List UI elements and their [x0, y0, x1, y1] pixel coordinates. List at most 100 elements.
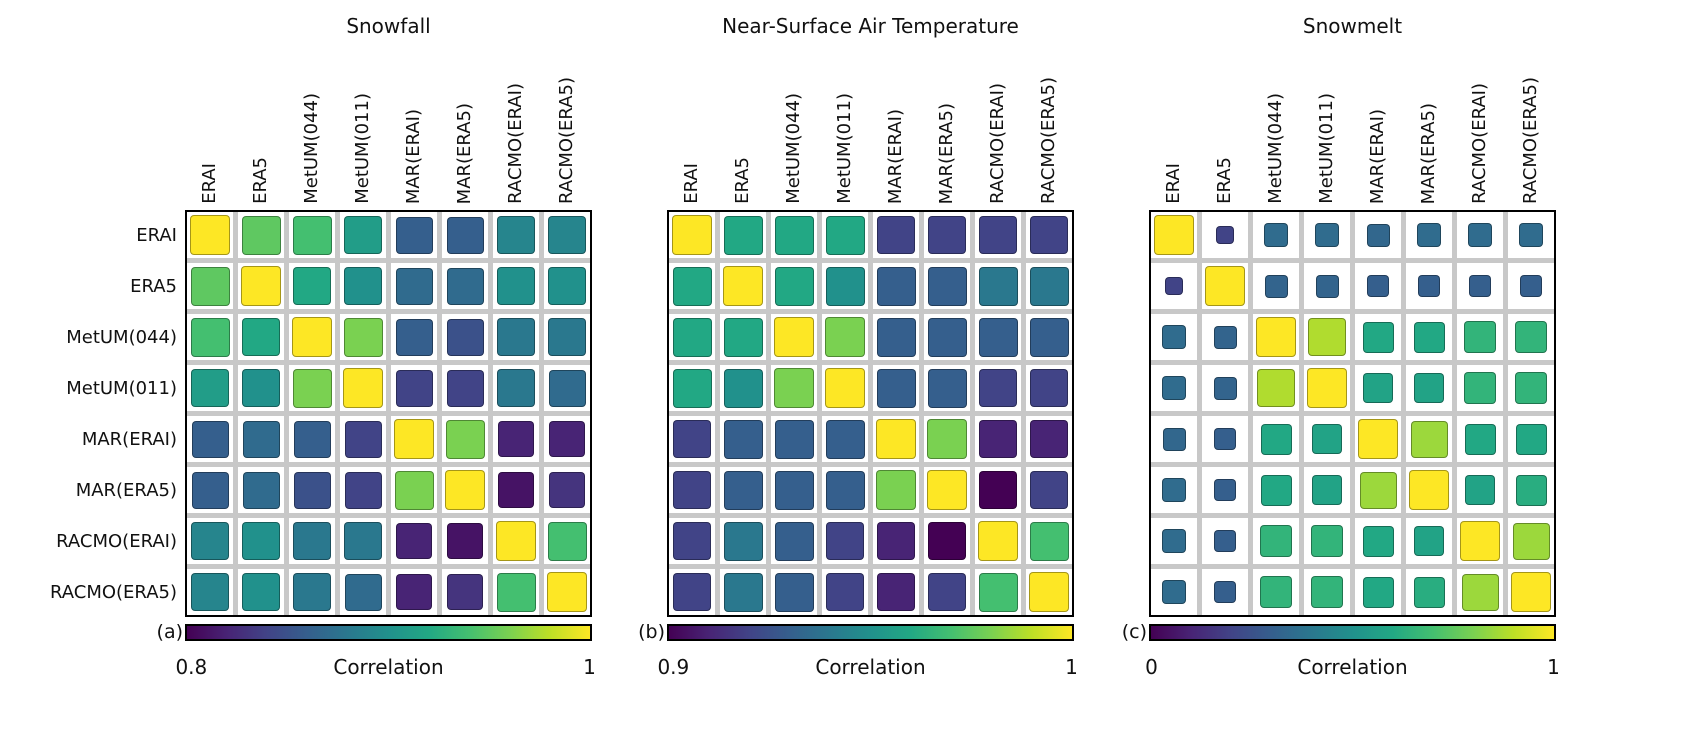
correlation-square	[825, 266, 865, 306]
matrix-cell	[720, 518, 766, 564]
matrix-cell	[720, 263, 766, 309]
matrix-cell	[1355, 212, 1401, 258]
correlation-square	[548, 216, 586, 254]
colorbar-row: (c)	[1122, 617, 1556, 647]
correlation-square	[774, 317, 814, 357]
matrix-cell	[544, 365, 590, 411]
correlation-matrices-figure: Snowfall ERAI ERA5 MetUM(044) MetUM(011) MAR…	[50, 14, 1560, 693]
correlation-square	[1260, 576, 1292, 608]
correlation-square	[1417, 223, 1441, 247]
matrix-cell	[720, 314, 766, 360]
matrix-cell	[391, 314, 437, 360]
matrix-cell	[391, 365, 437, 411]
matrix-cell	[1253, 365, 1299, 411]
matrix-cell	[238, 365, 284, 411]
correlation-square	[1162, 580, 1186, 604]
matrix-cell	[1508, 416, 1554, 462]
matrix-cell	[1355, 467, 1401, 513]
correlation-square	[242, 522, 280, 560]
matrix-cell	[771, 569, 817, 615]
correlation-square	[1512, 522, 1550, 560]
matrix-cell	[544, 518, 590, 564]
matrix-cell	[873, 569, 919, 615]
correlation-square	[1214, 530, 1236, 552]
matrix-cell	[493, 314, 539, 360]
correlation-square	[1520, 275, 1542, 297]
matrix-cell	[1406, 263, 1452, 309]
correlation-square	[876, 419, 916, 459]
correlation-square	[1029, 317, 1069, 357]
column-label-text: ERA5	[249, 157, 271, 204]
matrix-cell	[187, 212, 233, 258]
matrix-cell	[1304, 365, 1350, 411]
correlation-square	[1311, 525, 1343, 557]
correlation-square	[1214, 428, 1236, 450]
matrix-cell	[1304, 263, 1350, 309]
correlation-square	[1256, 317, 1296, 357]
column-label-text: RACMO(ERAI)	[986, 83, 1008, 204]
column-label-text: MAR(ERAI)	[402, 108, 424, 204]
correlation-square	[1030, 471, 1068, 509]
correlation-square	[344, 420, 382, 458]
correlation-square	[191, 420, 229, 458]
matrix-cell	[771, 212, 817, 258]
correlation-square	[548, 267, 586, 305]
correlation-square	[1413, 576, 1445, 608]
correlation-square	[1469, 275, 1491, 297]
correlation-square	[1154, 215, 1194, 255]
column-label-text: RACMO(ERAI)	[1468, 83, 1490, 204]
matrix-cell	[1355, 518, 1401, 564]
matrix-cell	[391, 518, 437, 564]
correlation-square	[1418, 275, 1440, 297]
correlation-square	[395, 318, 433, 356]
correlation-square	[1461, 573, 1499, 611]
correlation-matrix	[185, 210, 592, 617]
matrix-cell	[238, 212, 284, 258]
matrix-cell	[1457, 467, 1503, 513]
correlation-square	[549, 472, 585, 508]
correlation-square	[1366, 223, 1390, 247]
correlation-square	[774, 572, 814, 612]
column-label: ERA5	[720, 44, 766, 204]
column-label: ERA5	[1202, 44, 1248, 204]
matrix-cell	[1457, 314, 1503, 360]
matrix-cell	[340, 467, 386, 513]
correlation-square	[191, 573, 229, 611]
correlation-square	[498, 421, 534, 457]
colorbar-label: Correlation	[815, 655, 926, 679]
correlation-square	[1264, 223, 1288, 247]
matrix-cell	[669, 416, 715, 462]
correlation-square	[1308, 318, 1346, 356]
matrix-cell	[1253, 467, 1299, 513]
correlation-square	[723, 470, 763, 510]
correlation-square	[723, 266, 763, 306]
correlation-square	[1260, 525, 1292, 557]
correlation-square	[1162, 529, 1186, 553]
matrix-cell	[720, 365, 766, 411]
matrix-cell	[493, 467, 539, 513]
column-label: ERA5	[238, 44, 284, 204]
matrix-cell	[771, 416, 817, 462]
matrix-cell	[1151, 416, 1197, 462]
correlation-square	[1029, 266, 1069, 306]
correlation-square	[1216, 226, 1234, 244]
correlation-square	[1515, 474, 1547, 506]
correlation-square	[190, 317, 230, 357]
matrix-cell	[289, 467, 335, 513]
correlation-square	[191, 369, 229, 407]
matrix-cell	[289, 314, 335, 360]
correlation-square	[928, 216, 966, 254]
correlation-square	[927, 368, 967, 408]
matrix-cell	[391, 569, 437, 615]
matrix-cell	[1202, 416, 1248, 462]
correlation-square	[497, 369, 535, 407]
correlation-square	[1515, 321, 1547, 353]
matrix-cell	[822, 212, 868, 258]
correlation-square	[344, 522, 382, 560]
colorbar-ticks: 0.8 Correlation 1	[175, 647, 595, 693]
correlation-square	[395, 369, 433, 407]
correlation-square	[1414, 526, 1444, 556]
correlation-square	[723, 521, 763, 561]
matrix-cell	[442, 569, 488, 615]
matrix-cell	[975, 212, 1021, 258]
